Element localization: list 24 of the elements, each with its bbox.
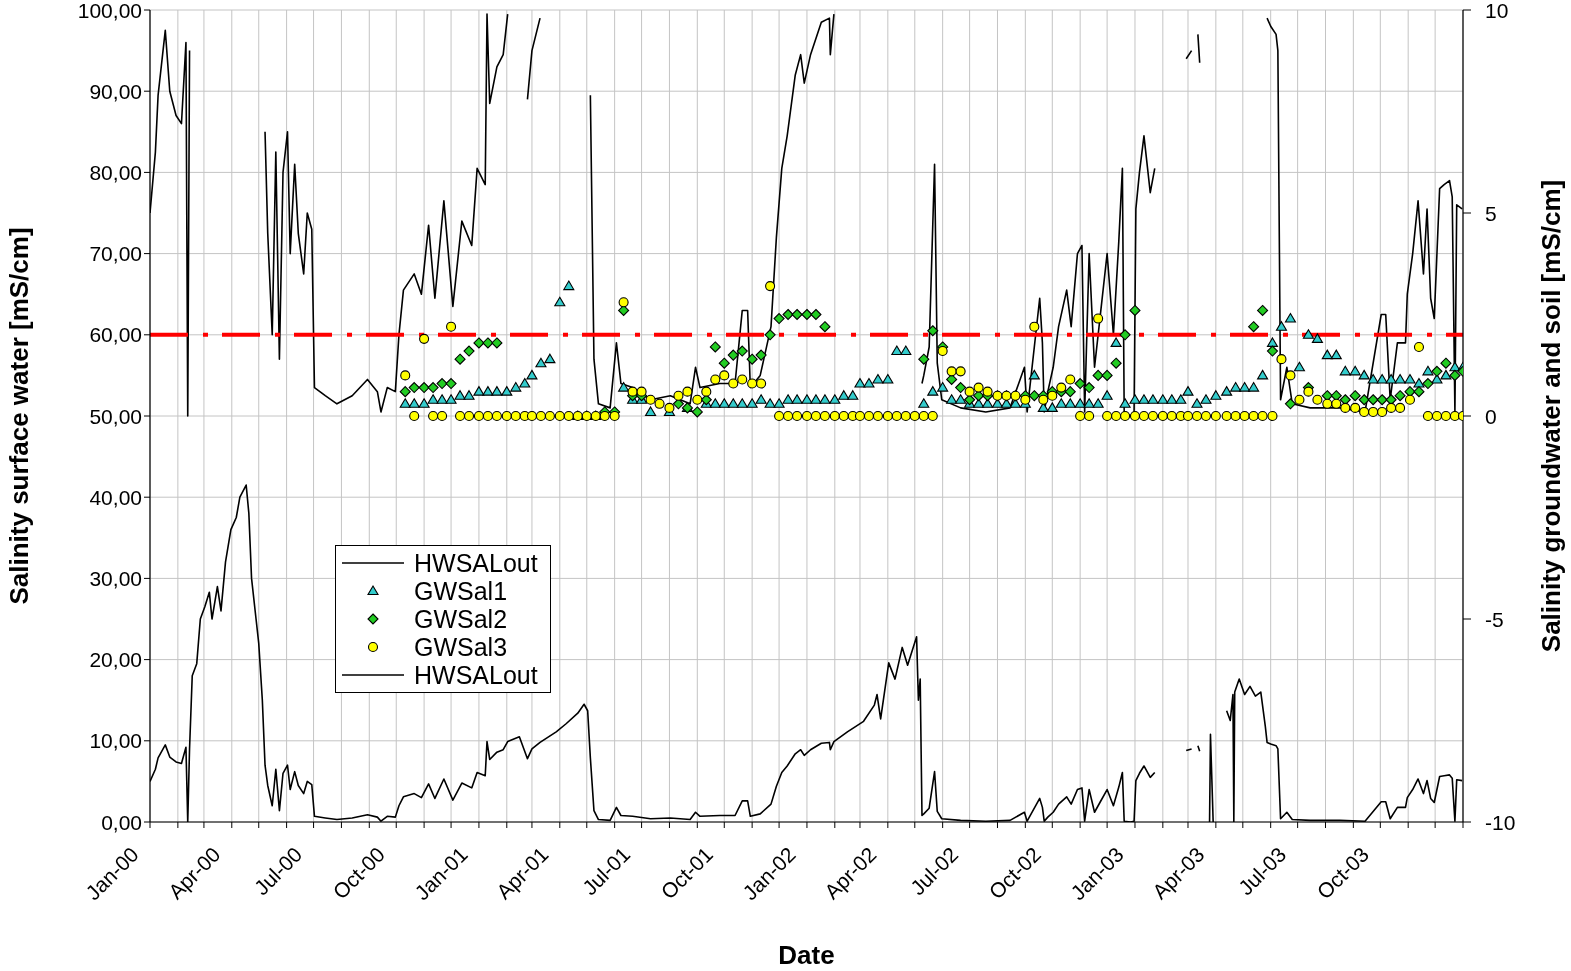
legend-label: GWSal1 [414, 577, 508, 605]
y-tick-label: 40,00 [89, 485, 142, 509]
legend-label: GWSal3 [414, 633, 508, 661]
y2-tick-label: -5 [1485, 607, 1504, 631]
y2-axis-title: Salinity groundwater and soil [mS/cm] [1536, 179, 1566, 653]
y-tick-label: 20,00 [89, 648, 142, 672]
y-tick-label: 50,00 [89, 404, 142, 428]
y-tick-label: 0,00 [101, 810, 142, 834]
y-tick-label: 70,00 [89, 242, 142, 266]
y2-tick-label: 5 [1485, 201, 1497, 225]
y-tick-label: 80,00 [89, 160, 142, 184]
y-axis-title: Salinity surface water [mS/cm] [4, 227, 34, 605]
y2-tick-label: 0 [1485, 404, 1497, 428]
legend-label: HWSALout [414, 549, 538, 577]
y2-tick-label: -10 [1485, 810, 1516, 834]
x-axis-title: Date [778, 940, 835, 970]
legend-label: HWSALout [414, 661, 538, 689]
y-tick-label: 90,00 [89, 79, 142, 103]
legend-label: GWSal2 [414, 605, 508, 633]
y-tick-label: 10,00 [89, 729, 142, 753]
y-tick-label: 30,00 [89, 566, 142, 590]
y-tick-label: 60,00 [89, 323, 142, 347]
y-tick-label: 100,00 [77, 0, 142, 22]
y2-tick-label: 10 [1485, 0, 1509, 22]
